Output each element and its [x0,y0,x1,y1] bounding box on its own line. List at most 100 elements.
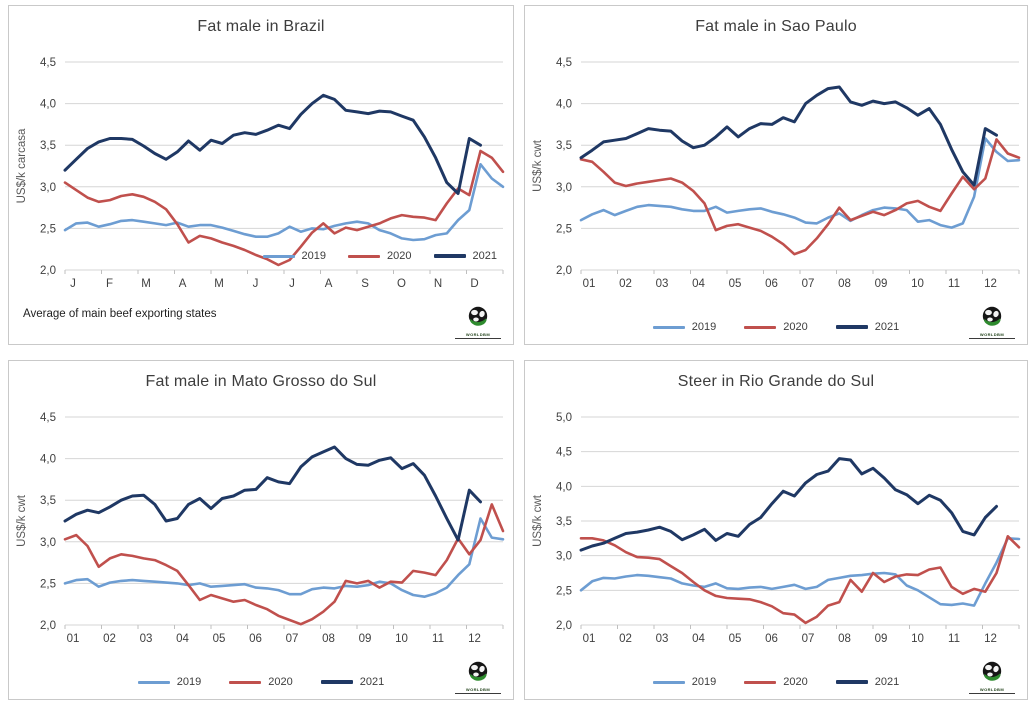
x-tick-label: S [361,278,369,290]
legend-swatch-2021 [320,680,353,684]
legend-item-2021: 2021 [320,676,385,688]
x-tick-label: 12 [984,633,997,645]
x-tick-label: 10 [911,278,924,290]
legend-item-2019: 2019 [262,250,327,262]
legend-swatch-2019 [652,680,685,684]
legend-swatch-2020 [744,680,777,684]
x-tick-label: 09 [875,633,888,645]
x-tick-label: 06 [765,633,778,645]
x-tick-label: O [397,278,406,290]
legend: 2019 2020 2021 [525,321,1027,333]
legend: 2019 2020 2021 [525,676,1027,688]
y-tick-label: 2,0 [40,265,56,277]
legend-item-2019: 2019 [137,676,201,688]
series-line-2020 [63,503,505,626]
legend-label: 2021 [359,676,385,688]
y-tick-label: 3,0 [556,182,572,194]
x-tick-label: 05 [213,633,226,645]
x-tick-label: 11 [432,633,444,645]
y-axis-title: US$/k cwt [532,494,544,547]
logo-text: WORLDBM [455,688,501,694]
y-tick-label: 2,5 [40,578,56,590]
legend-item-2021: 2021 [835,676,900,688]
series-line-2020 [579,535,1021,625]
y-tick-label: 4,0 [40,99,56,111]
worldbm-logo: WORLDBM [969,660,1015,694]
series-line-2021 [63,93,482,195]
y-tick-label: 4,5 [556,447,572,459]
legend-label: 2021 [874,321,900,333]
y-tick-label: 3,5 [556,516,572,528]
legend-label: 2020 [783,321,808,333]
x-tick-label: 01 [583,633,596,645]
legend: 2019 2020 2021 [9,676,513,688]
y-tick-label: 3,0 [40,537,56,549]
x-tick-label: 05 [729,633,742,645]
y-tick-label: 2,0 [40,620,56,632]
legend-swatch-2020 [229,680,262,684]
series-line-2020 [579,138,1021,256]
legend-swatch-2020 [744,325,777,329]
x-tick-label: 02 [619,278,632,290]
legend-item-2020: 2020 [744,321,808,333]
series-line-2021 [579,457,998,552]
x-tick-label: A [325,278,333,290]
series-line-2019 [579,137,1021,229]
legend-label: 2019 [301,250,327,262]
legend-item-2021: 2021 [433,250,497,262]
chart-plot: 2,0 2,5 3,0 3,5 4,0 4,5 01 02 03 04 05 06 07 08 09 10 11… [532,57,1021,290]
series-line-2021 [63,445,482,542]
x-tick-label: D [470,278,478,290]
y-tick-label: 4,5 [40,412,56,424]
y-tick-label: 2,5 [556,585,572,597]
chart-footnote: Average of main beef exporting states [23,308,217,320]
x-tick-label: 04 [176,633,189,645]
x-tick-label: 01 [583,278,596,290]
legend-swatch-2021 [433,254,466,258]
chart-plot: 2,0 2,5 3,0 3,5 4,0 4,5 5,0 01 02 03 04 05 06 07 08 09 1… [532,412,1021,645]
chart-plot: 2,0 2,5 3,0 3,5 4,0 4,5 01 02 03 04 05 06 07 08 09 10 11… [16,412,505,645]
x-tick-label: J [289,278,295,290]
x-tick-label: 09 [875,278,888,290]
y-tick-label: 2,5 [40,223,56,235]
chart-panel-brazil: Fat male in Brazil 2,0 2,5 3,0 3,5 4,0 4,5 J F M… [8,5,514,345]
y-tick-label: 4,0 [556,99,572,111]
x-tick-label: 07 [802,633,815,645]
legend-swatch-2020 [348,254,381,258]
series-line-2019 [63,517,505,598]
legend-label: 2019 [691,321,717,333]
legend-label: 2021 [874,676,900,688]
legend-swatch-2019 [137,680,170,684]
legend: 2019 2020 2021 [262,250,497,262]
x-tick-label: 10 [395,633,408,645]
legend-label: 2020 [387,250,412,262]
globe-icon [982,306,1002,326]
x-tick-label: 02 [619,633,632,645]
x-tick-label: 08 [838,633,851,645]
legend-item-2020: 2020 [348,250,412,262]
x-tick-label: 08 [838,278,851,290]
x-tick-label: J [253,278,259,290]
legend-swatch-2019 [262,254,295,258]
x-tick-label: A [179,278,187,290]
x-tick-label: F [106,278,113,290]
x-tick-label: 09 [359,633,372,645]
series-line-2020 [63,149,505,267]
logo-text: WORLDBM [969,333,1015,339]
legend-item-2020: 2020 [229,676,293,688]
x-tick-label: 11 [948,633,960,645]
chart-panel-rio-grande-do-sul: Steer in Rio Grande do Sul 2,0 2,5 3,0 3,5 4… [524,360,1028,700]
x-tick-label: 10 [911,633,924,645]
worldbm-logo: WORLDBM [455,660,501,694]
legend-label: 2021 [472,250,497,262]
y-tick-label: 2,5 [556,223,572,235]
x-tick-label: 07 [286,633,299,645]
x-tick-label: 12 [468,633,481,645]
x-tick-label: 12 [984,278,997,290]
legend-item-2019: 2019 [652,321,717,333]
series-line-2019 [63,163,505,242]
legend-swatch-2019 [652,325,685,329]
y-tick-label: 3,5 [40,140,56,152]
x-tick-label: 03 [140,633,153,645]
y-tick-label: 4,0 [556,481,572,493]
